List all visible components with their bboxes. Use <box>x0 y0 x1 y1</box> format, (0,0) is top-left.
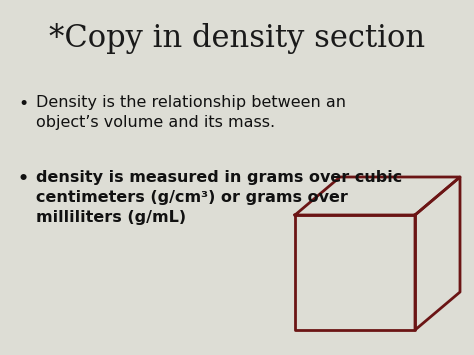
Text: *Copy in density section: *Copy in density section <box>49 22 425 54</box>
Text: •: • <box>18 95 28 113</box>
Text: •: • <box>18 170 29 188</box>
Text: Density is the relationship between an
object’s volume and its mass.: Density is the relationship between an o… <box>36 95 346 130</box>
Text: density is measured in grams over cubic
centimeters (g/cm³) or grams over
millil: density is measured in grams over cubic … <box>36 170 402 225</box>
